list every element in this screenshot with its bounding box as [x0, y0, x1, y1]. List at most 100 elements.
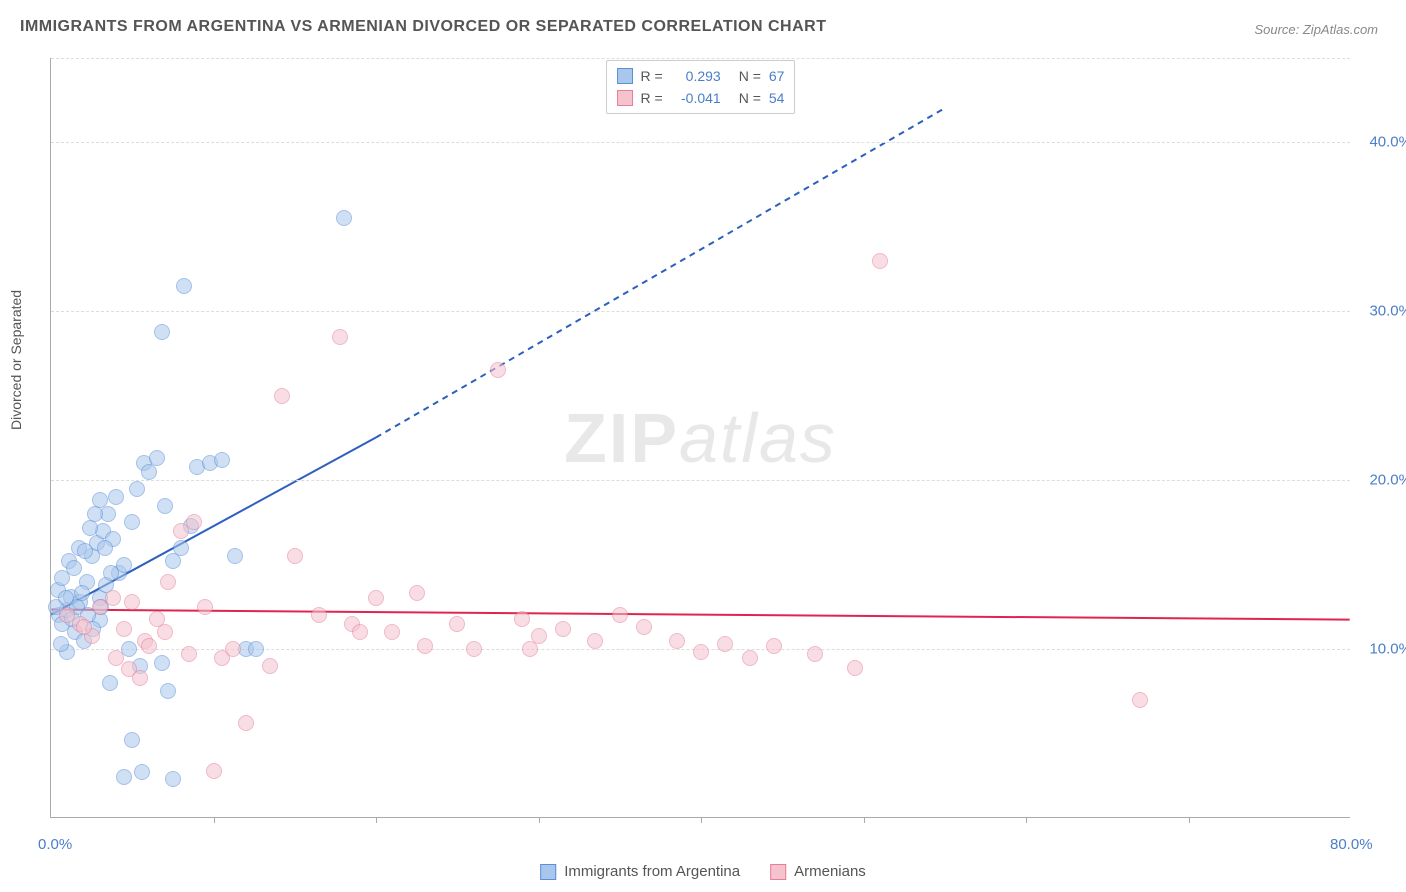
y-axis-label: Divorced or Separated: [8, 290, 24, 430]
data-point: [129, 481, 145, 497]
data-point: [141, 638, 157, 654]
data-point: [409, 585, 425, 601]
data-point: [102, 675, 118, 691]
data-point: [53, 636, 69, 652]
x-axis-min-label: 0.0%: [38, 836, 72, 853]
data-point: [77, 543, 93, 559]
data-point: [76, 619, 92, 635]
data-point: [66, 560, 82, 576]
data-point: [197, 599, 213, 615]
data-point: [149, 450, 165, 466]
x-tick: [701, 817, 702, 823]
data-point: [766, 638, 782, 654]
r-label: R =: [641, 68, 663, 84]
legend-label: Armenians: [794, 863, 866, 880]
n-label: N =: [739, 90, 761, 106]
data-point: [636, 619, 652, 635]
data-point: [214, 452, 230, 468]
data-point: [693, 644, 709, 660]
legend-stats-row: R =0.293N =67: [617, 65, 785, 87]
data-point: [141, 464, 157, 480]
data-point: [124, 514, 140, 530]
legend-series: Immigrants from Argentina Armenians: [540, 863, 866, 880]
n-value: 54: [769, 90, 785, 106]
data-point: [160, 683, 176, 699]
data-point: [165, 553, 181, 569]
trend-lines-layer: [51, 58, 1350, 817]
data-point: [368, 590, 384, 606]
data-point: [262, 658, 278, 674]
legend-swatch: [617, 68, 633, 84]
data-point: [847, 660, 863, 676]
legend-swatch: [770, 864, 786, 880]
data-point: [238, 715, 254, 731]
legend-swatch: [617, 90, 633, 106]
data-point: [466, 641, 482, 657]
data-point: [124, 594, 140, 610]
x-tick: [1026, 817, 1027, 823]
data-point: [332, 329, 348, 345]
x-tick: [539, 817, 540, 823]
y-tick-label: 30.0%: [1369, 303, 1406, 320]
data-point: [176, 278, 192, 294]
data-point: [669, 633, 685, 649]
y-tick-label: 20.0%: [1369, 472, 1406, 489]
data-point: [555, 621, 571, 637]
gridline: [51, 142, 1350, 143]
data-point: [124, 732, 140, 748]
data-point: [105, 590, 121, 606]
legend-stats: R =0.293N =67R =-0.041N =54: [606, 60, 796, 114]
data-point: [160, 574, 176, 590]
data-point: [872, 253, 888, 269]
data-point: [132, 670, 148, 686]
gridline: [51, 480, 1350, 481]
page-title: IMMIGRANTS FROM ARGENTINA VS ARMENIAN DI…: [20, 18, 827, 36]
data-point: [248, 641, 264, 657]
data-point: [227, 548, 243, 564]
data-point: [1132, 692, 1148, 708]
data-point: [157, 624, 173, 640]
data-point: [157, 498, 173, 514]
data-point: [449, 616, 465, 632]
data-point: [116, 769, 132, 785]
source-label: Source: ZipAtlas.com: [1254, 22, 1378, 37]
r-value: -0.041: [671, 90, 721, 106]
r-label: R =: [641, 90, 663, 106]
data-point: [336, 210, 352, 226]
data-point: [181, 646, 197, 662]
x-tick: [864, 817, 865, 823]
data-point: [807, 646, 823, 662]
data-point: [108, 650, 124, 666]
x-axis-max-label: 80.0%: [1330, 836, 1373, 853]
gridline: [51, 311, 1350, 312]
data-point: [173, 540, 189, 556]
scatter-chart: ZIPatlas R =0.293N =67R =-0.041N =54 10.…: [50, 58, 1350, 818]
data-point: [103, 565, 119, 581]
data-point: [134, 764, 150, 780]
data-point: [74, 585, 90, 601]
watermark: ZIPatlas: [564, 398, 837, 478]
data-point: [717, 636, 733, 652]
data-point: [154, 324, 170, 340]
data-point: [514, 611, 530, 627]
data-point: [108, 489, 124, 505]
data-point: [742, 650, 758, 666]
legend-label: Immigrants from Argentina: [564, 863, 740, 880]
n-label: N =: [739, 68, 761, 84]
data-point: [165, 771, 181, 787]
data-point: [225, 641, 241, 657]
y-tick-label: 10.0%: [1369, 641, 1406, 658]
x-tick: [1189, 817, 1190, 823]
data-point: [92, 492, 108, 508]
data-point: [206, 763, 222, 779]
data-point: [587, 633, 603, 649]
legend-item: Armenians: [770, 863, 866, 880]
data-point: [490, 362, 506, 378]
data-point: [287, 548, 303, 564]
r-value: 0.293: [671, 68, 721, 84]
legend-stats-row: R = -0.041 N = 54: [617, 87, 785, 109]
data-point: [97, 540, 113, 556]
x-tick: [214, 817, 215, 823]
legend-item: Immigrants from Argentina: [540, 863, 740, 880]
data-point: [522, 641, 538, 657]
